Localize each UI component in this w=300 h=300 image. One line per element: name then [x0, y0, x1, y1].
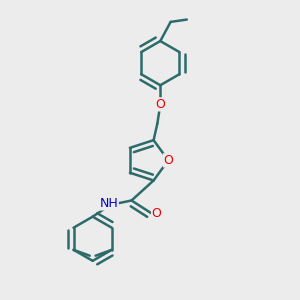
Text: O: O [152, 207, 161, 220]
Text: O: O [163, 154, 173, 167]
Text: NH: NH [100, 197, 118, 210]
Text: O: O [155, 98, 165, 111]
